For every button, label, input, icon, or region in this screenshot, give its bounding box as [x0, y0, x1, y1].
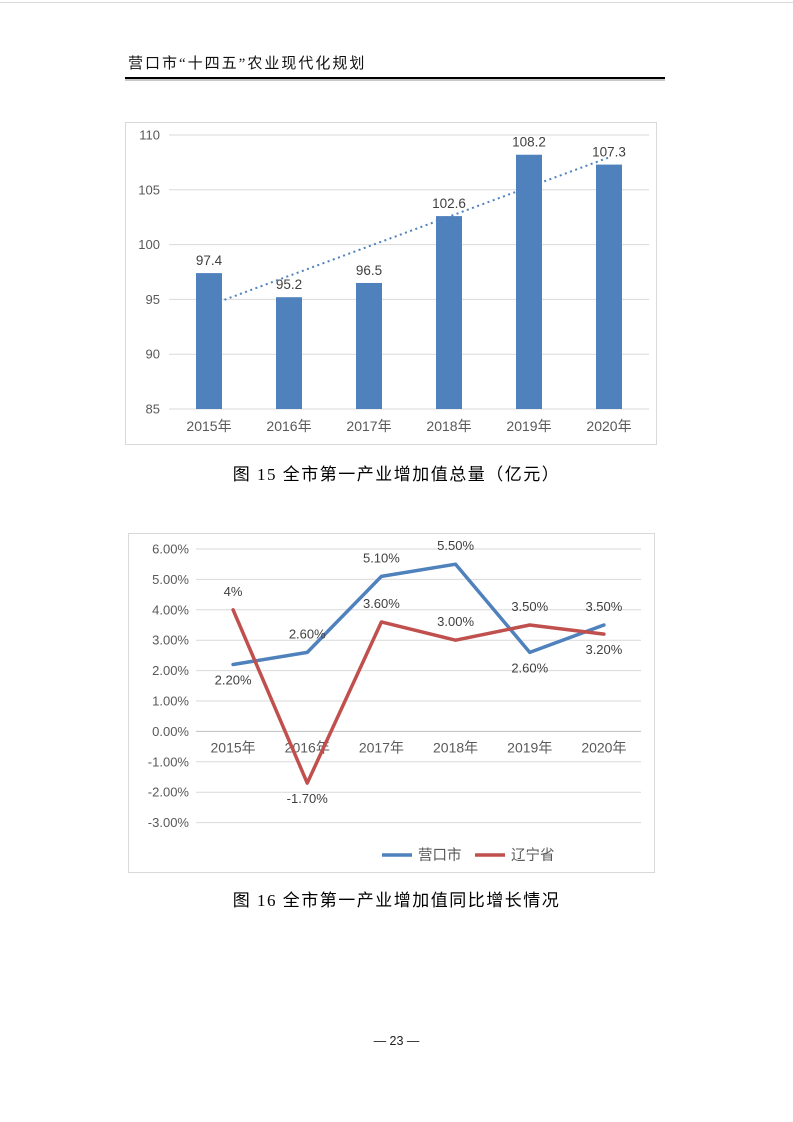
y-axis-tick-label: -1.00% — [148, 754, 190, 769]
point-value-label: -1.70% — [287, 791, 329, 806]
y-axis-tick-label: 110 — [139, 128, 160, 143]
x-axis-tick-label: 2020年 — [586, 418, 631, 434]
page-footer: — 23 — — [0, 1034, 793, 1048]
point-value-label: 3.50% — [511, 599, 548, 614]
bar-value-label: 96.5 — [356, 263, 382, 278]
bar-2019年 — [516, 154, 542, 409]
y-axis-tick-label: -2.00% — [148, 785, 190, 800]
trendline-dotted — [208, 156, 610, 307]
y-axis-tick-label: 6.00% — [152, 542, 189, 557]
bar-value-label: 95.2 — [276, 277, 302, 292]
header-rule — [125, 77, 665, 79]
y-axis-tick-label: 0.00% — [152, 724, 189, 739]
point-value-label: 2.60% — [511, 660, 548, 675]
x-axis-tick-label: 2016年 — [285, 739, 330, 755]
y-axis-tick-label: 2.00% — [152, 663, 189, 678]
bar-value-label: 102.6 — [432, 196, 466, 211]
point-value-label: 3.00% — [437, 614, 474, 629]
x-axis-tick-label: 2015年 — [186, 418, 231, 434]
y-axis-tick-label: -3.00% — [148, 815, 190, 830]
point-value-label: 3.60% — [363, 596, 400, 611]
series-line-辽宁省 — [231, 608, 606, 785]
point-value-label: 5.50% — [437, 538, 474, 553]
bar-2015年 — [196, 273, 222, 409]
figure15-bar-chart: 85 90 95 100 105 110 97.4 95.2 96.5 102.6 108.2 107… — [125, 122, 657, 445]
series-line-营口市 — [231, 562, 606, 667]
y-axis-tick-label: 100 — [138, 237, 160, 252]
y-axis-tick-label: 3.00% — [152, 633, 189, 648]
point-value-label: 3.50% — [585, 599, 622, 614]
x-axis-tick-label: 2018年 — [426, 418, 471, 434]
bar-2016年 — [276, 297, 302, 409]
x-axis-tick-label: 2015年 — [211, 739, 256, 755]
point-value-label: 2.60% — [289, 626, 326, 641]
legend-label-辽宁省: 辽宁省 — [511, 847, 555, 864]
y-axis-tick-label: 5.00% — [152, 572, 189, 587]
point-value-label: 3.20% — [585, 642, 622, 657]
x-axis-tick-label: 2019年 — [506, 418, 551, 434]
y-axis-tick-label: 95 — [146, 292, 160, 307]
bar-value-label: 97.4 — [196, 253, 223, 268]
bar-value-label: 107.3 — [592, 145, 626, 160]
figure16-caption: 图 16 全市第一产业增加值同比增长情况 — [232, 891, 561, 910]
x-axis-tick-label: 2018年 — [433, 739, 478, 755]
x-axis-tick-label: 2017年 — [359, 739, 404, 755]
legend-label-营口市: 营口市 — [418, 847, 462, 864]
page-number: — 23 — — [373, 1034, 420, 1048]
figure16-line-chart-canvas: 6.00% 5.00% 4.00% 3.00% 2.00% 1.00% 0.00% -1.00… — [148, 538, 641, 864]
x-axis-tick-label: 2020年 — [581, 739, 626, 755]
bar-2020年 — [596, 164, 622, 409]
y-axis-tick-label: 90 — [146, 347, 160, 362]
header-title: 营口市“十四五”农业现代化规划 — [128, 56, 367, 72]
x-axis-tick-label: 2019年 — [507, 739, 552, 755]
y-axis-tick-label: 1.00% — [152, 694, 189, 709]
figure16-line-chart: 6.00% 5.00% 4.00% 3.00% 2.00% 1.00% 0.00% -1.00… — [128, 533, 655, 873]
x-axis-tick-label: 2017年 — [346, 418, 391, 434]
point-value-label: 2.20% — [215, 673, 252, 688]
figure15-caption: 图 15 全市第一产业增加值总量（亿元） — [232, 465, 561, 484]
bar-value-label: 108.2 — [512, 135, 546, 150]
point-value-label: 4% — [224, 584, 243, 599]
page-edge-line — [0, 2, 793, 3]
y-axis-tick-label: 105 — [138, 182, 160, 197]
figure15-bar-chart-canvas: 85 90 95 100 105 110 97.4 95.2 96.5 102.6 108.2 107… — [138, 128, 649, 434]
x-axis-tick-label: 2016年 — [266, 418, 311, 434]
y-axis-tick-label: 4.00% — [152, 602, 189, 617]
point-value-label: 5.10% — [363, 550, 400, 565]
y-axis-tick-label: 85 — [146, 402, 160, 417]
bar-2017年 — [356, 282, 382, 409]
bar-2018年 — [436, 216, 462, 409]
